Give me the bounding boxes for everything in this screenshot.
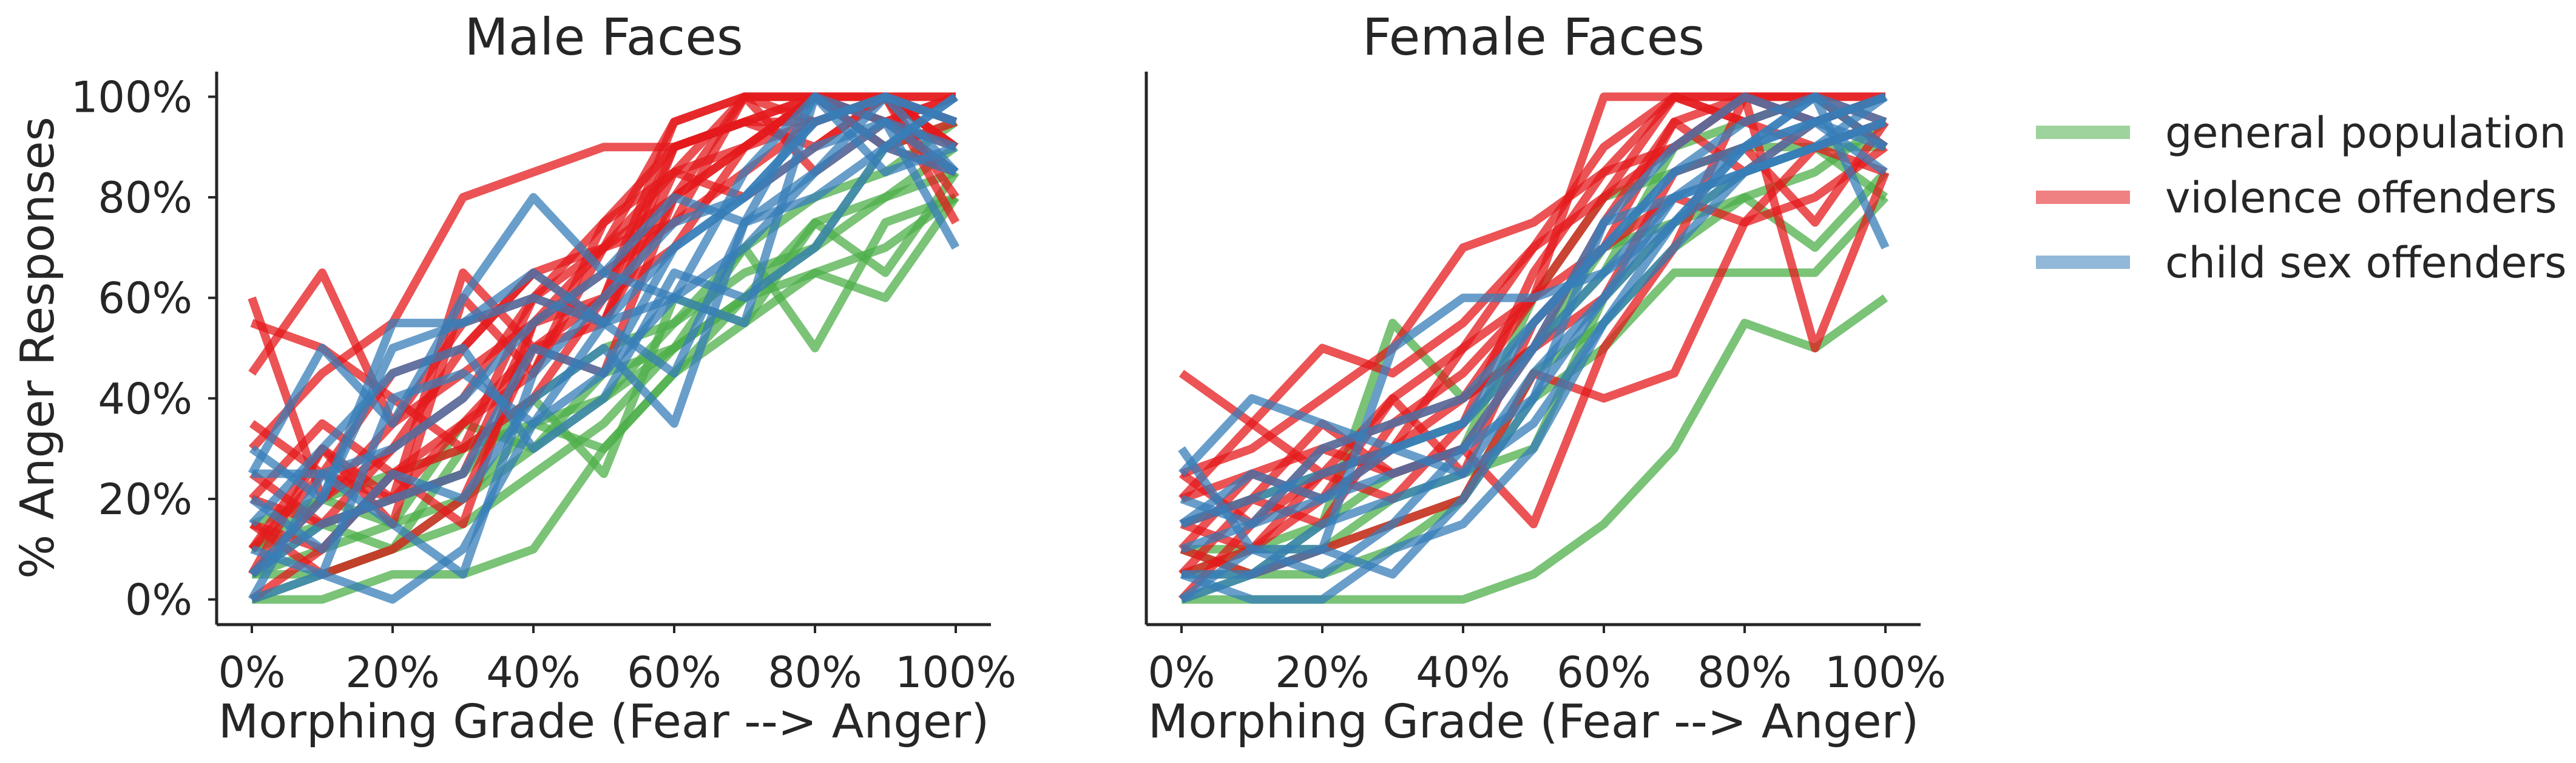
male-faces-y-tick-label: 20% [98, 475, 192, 524]
male-faces-x-axis-label: Morphing Grade (Fear --> Anger) [218, 695, 989, 749]
male-faces-y-tick-label: 100% [71, 72, 192, 122]
male-faces-y-tick-label: 0% [125, 575, 192, 625]
female-faces-lines [1178, 92, 1890, 604]
male-faces-x-tick-label: 100% [895, 648, 1016, 697]
male-faces-child-sex-offenders-line-9 [249, 92, 958, 578]
male-faces-x-ticks: 0% 20% 40% 60% 80% 100% [218, 625, 1016, 697]
female-faces-x-tick-label: 60% [1557, 648, 1651, 697]
male-faces-title: Male Faces [464, 7, 743, 67]
female-faces-x-tick-label: 0% [1148, 648, 1215, 697]
female-faces-x-tick-label: 40% [1416, 648, 1510, 697]
male-faces-child-sex-offenders-line-10 [252, 92, 958, 478]
female-faces-child-sex-offenders-line-8 [1180, 92, 1888, 529]
female-faces-child-sex-offenders-line-2 [1178, 117, 1887, 478]
female-faces-x-tick-label: 20% [1275, 648, 1370, 697]
female-faces-x-tick-label: 100% [1825, 648, 1946, 697]
female-faces-panel: 0% 20% 40% 60% 80% 100% Female Faces Morphing… [1144, 7, 1946, 749]
male-faces-y-tick-label: 60% [98, 274, 192, 324]
male-faces-y-axis-label: % Anger Responses [11, 117, 65, 578]
male-faces-child-sex-offenders-line-6 [249, 93, 959, 554]
male-faces-x-tick-label: 80% [768, 648, 862, 697]
legend-entry-child-sex-offenders: child sex offenders [2036, 238, 2567, 288]
male-faces-x-tick-label: 0% [218, 648, 285, 697]
male-faces-lines [248, 92, 960, 604]
male-faces-child-sex-offenders-line-8 [248, 93, 959, 527]
legend-entry-general-population: general population [2036, 108, 2566, 158]
male-faces-y-ticks: 0% 20% 40% 60% 80% 100% [71, 72, 217, 625]
legend-label-violence-offenders: violence offenders [2165, 173, 2557, 223]
legend-entry-violence-offenders: violence offenders [2036, 173, 2557, 223]
male-faces-y-tick-label: 40% [98, 374, 192, 424]
legend-label-child-sex-offenders: child sex offenders [2165, 238, 2567, 288]
male-faces-x-tick-label: 60% [627, 648, 722, 697]
legend-label-general-population: general population [2165, 108, 2566, 158]
female-faces-title: Female Faces [1362, 7, 1705, 67]
male-faces-general-population-line-6 [252, 194, 959, 604]
male-faces-panel: 0% 20% 40% 60% 80% 100% 0% 20% 40% 60% 80% 100% Ma… [11, 7, 1016, 749]
female-faces-child-sex-offenders-line-10 [1178, 118, 1887, 528]
male-faces-x-tick-label: 20% [345, 648, 440, 697]
female-faces-x-axis-label: Morphing Grade (Fear --> Anger) [1148, 695, 1919, 749]
legend: general population violence offenders ch… [2036, 108, 2567, 288]
female-faces-x-tick-label: 80% [1697, 648, 1792, 697]
female-faces-child-sex-offenders-line-9 [1180, 92, 1887, 604]
male-faces-x-tick-label: 40% [486, 648, 581, 697]
male-faces-y-tick-label: 80% [98, 173, 192, 223]
female-faces-x-ticks: 0% 20% 40% 60% 80% 100% [1148, 625, 1946, 697]
